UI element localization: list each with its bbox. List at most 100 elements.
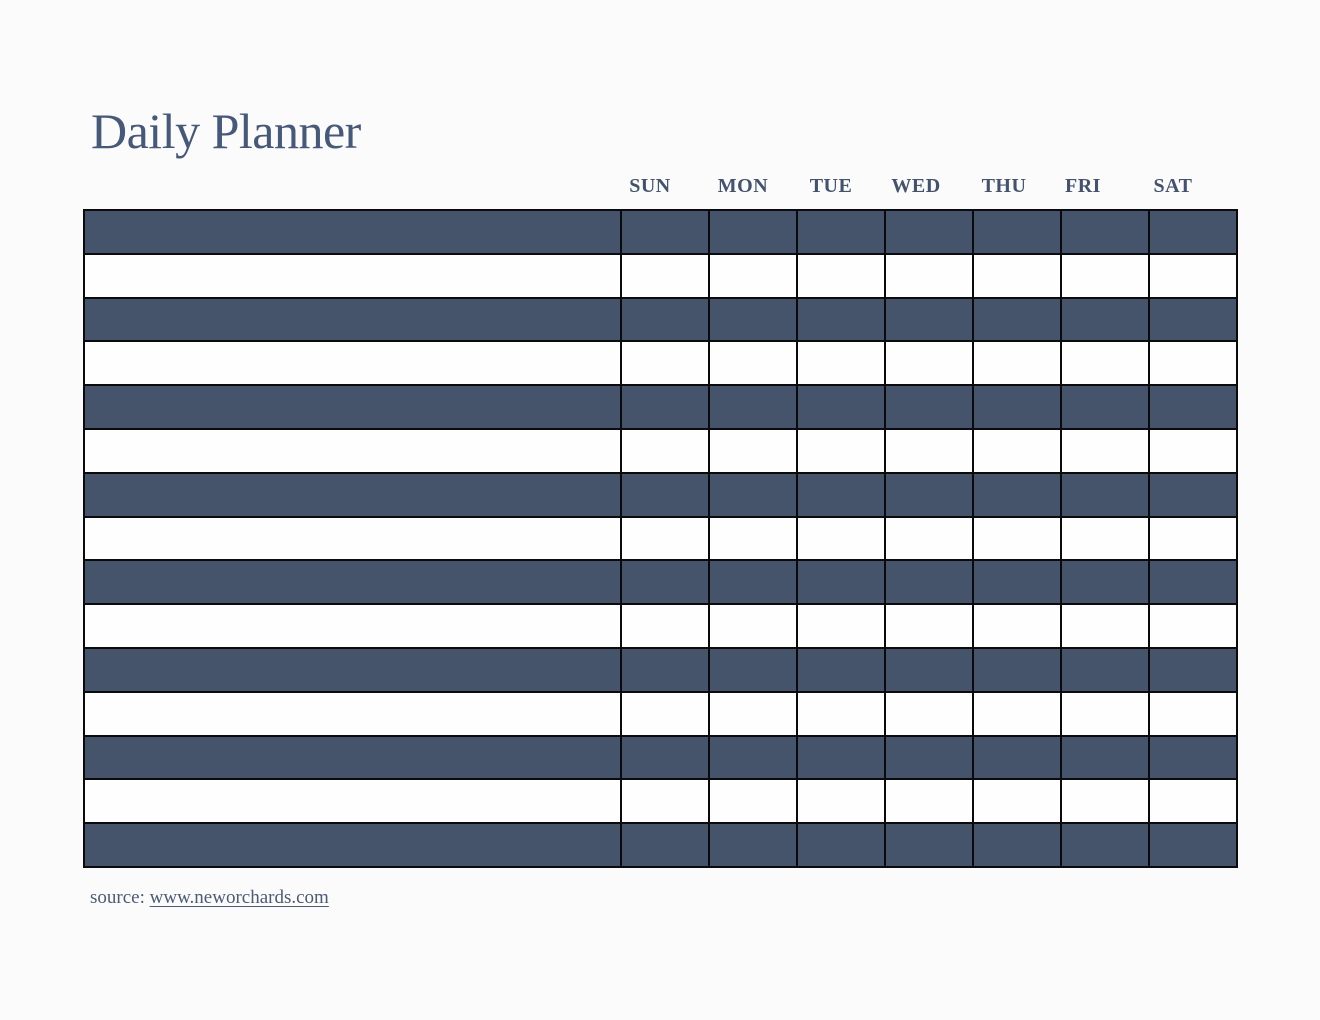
row-label-cell	[85, 736, 620, 779]
row-label-cell	[85, 605, 620, 647]
day-cell	[1062, 298, 1148, 341]
day-cell	[1062, 517, 1148, 560]
day-cell	[886, 429, 972, 472]
day-cell	[710, 211, 796, 253]
row-label-cell	[85, 780, 620, 823]
row-label-cell	[85, 561, 620, 604]
day-cell	[798, 824, 884, 866]
day-cell	[798, 429, 884, 472]
day-cell	[622, 780, 708, 823]
day-cell	[974, 561, 1060, 604]
day-cell	[974, 692, 1060, 735]
day-cell	[798, 648, 884, 691]
day-cell	[798, 605, 884, 647]
day-cell	[1062, 692, 1148, 735]
day-cell	[974, 342, 1060, 385]
day-cell	[622, 473, 708, 516]
page-title: Daily Planner	[91, 103, 361, 159]
day-cell	[1150, 561, 1236, 604]
day-header-wed: WED	[891, 175, 941, 197]
day-cell	[886, 473, 972, 516]
source-link[interactable]: www.neworchards.com	[149, 887, 329, 908]
day-cell	[974, 429, 1060, 472]
day-cell	[710, 824, 796, 866]
day-cell	[622, 605, 708, 647]
day-cell	[1150, 211, 1236, 253]
row-label-cell	[85, 298, 620, 341]
day-cell	[1062, 254, 1148, 297]
day-cell	[622, 736, 708, 779]
day-cell	[886, 824, 972, 866]
day-cell	[886, 211, 972, 253]
day-cell	[974, 736, 1060, 779]
day-cell	[1150, 429, 1236, 472]
day-cell	[622, 254, 708, 297]
day-cell	[710, 605, 796, 647]
day-cell	[1150, 517, 1236, 560]
day-cell	[1150, 605, 1236, 647]
day-cell	[1150, 824, 1236, 866]
day-header-mon: MON	[717, 175, 769, 197]
day-header-tue: TUE	[809, 175, 853, 197]
day-cell	[798, 211, 884, 253]
day-cell	[622, 517, 708, 560]
day-cell	[710, 386, 796, 428]
day-cell	[622, 429, 708, 472]
day-cell	[974, 211, 1060, 253]
day-cell	[710, 298, 796, 341]
row-label-cell	[85, 429, 620, 472]
day-cell	[974, 298, 1060, 341]
day-cell	[1062, 736, 1148, 779]
day-cell	[886, 342, 972, 385]
day-header-thu: THU	[981, 175, 1027, 197]
day-cell	[1150, 298, 1236, 341]
row-label-cell	[85, 692, 620, 735]
day-cell	[1150, 254, 1236, 297]
day-cell	[622, 342, 708, 385]
day-header-sat: SAT	[1153, 175, 1193, 197]
day-cell	[710, 517, 796, 560]
day-cell	[798, 473, 884, 516]
day-cell	[1150, 648, 1236, 691]
day-header-sun: SUN	[629, 175, 671, 197]
day-cell	[710, 780, 796, 823]
source-line: source: www.neworchards.com	[90, 887, 329, 909]
row-label-cell	[85, 473, 620, 516]
day-cell	[622, 692, 708, 735]
planner-grid	[83, 209, 1238, 868]
day-cell	[1062, 561, 1148, 604]
row-label-cell	[85, 824, 620, 866]
day-cell	[974, 473, 1060, 516]
day-cell	[1150, 692, 1236, 735]
day-cell	[974, 648, 1060, 691]
day-cell	[886, 298, 972, 341]
day-cell	[886, 561, 972, 604]
day-cell	[886, 386, 972, 428]
day-cell	[1062, 386, 1148, 428]
row-label-cell	[85, 648, 620, 691]
day-cell	[1150, 736, 1236, 779]
day-cell	[710, 648, 796, 691]
day-cell	[974, 824, 1060, 866]
day-cell	[886, 517, 972, 560]
day-cell	[1062, 473, 1148, 516]
day-cell	[798, 692, 884, 735]
day-cell	[1062, 605, 1148, 647]
day-cell	[1150, 386, 1236, 428]
day-cell	[1150, 342, 1236, 385]
day-cell	[886, 254, 972, 297]
day-cell	[886, 692, 972, 735]
day-cell	[1062, 780, 1148, 823]
day-cell	[798, 298, 884, 341]
day-cell	[1150, 780, 1236, 823]
day-cell	[1062, 824, 1148, 866]
day-cell	[886, 736, 972, 779]
day-cell	[974, 605, 1060, 647]
source-label: source:	[90, 887, 145, 908]
day-cell	[974, 386, 1060, 428]
day-header-fri: FRI	[1065, 175, 1101, 197]
row-label-cell	[85, 386, 620, 428]
row-label-cell	[85, 254, 620, 297]
day-cell	[798, 254, 884, 297]
